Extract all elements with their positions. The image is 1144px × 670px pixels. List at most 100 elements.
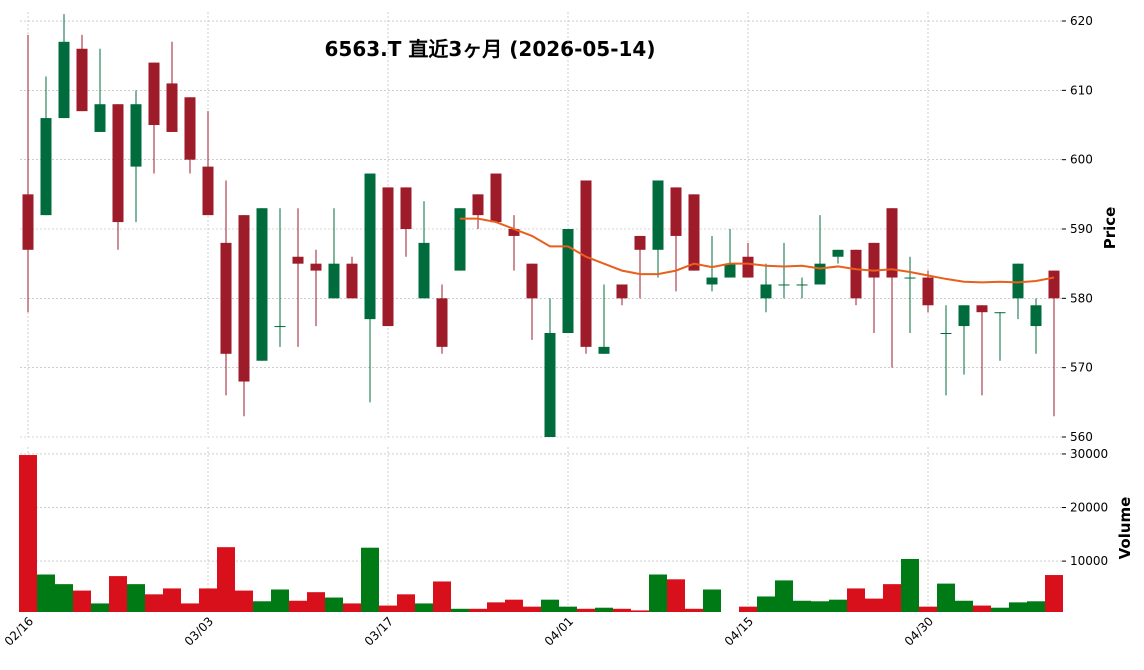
x-tick-label: 04/01: [542, 614, 576, 648]
volume-bar: [55, 584, 73, 612]
chart-title: 6563.T 直近3ヶ月 (2026-05-14): [325, 37, 656, 61]
volume-bar: [847, 588, 865, 612]
volume-bar: [901, 558, 919, 612]
volume-bar: [199, 588, 217, 612]
volume-bar: [991, 607, 1009, 612]
candle-body: [418, 242, 430, 299]
candle-body: [310, 263, 322, 271]
candle-body: [238, 215, 250, 382]
candle-body: [760, 284, 772, 299]
volume-bar: [667, 579, 685, 612]
volume-bar: [433, 581, 451, 612]
volume-bar: [127, 584, 145, 612]
x-tick-label: 04/15: [722, 614, 756, 648]
x-tick-label: 04/30: [902, 614, 936, 648]
candle-body: [922, 277, 934, 306]
volume-bar: [757, 596, 775, 612]
volume-bar: [973, 605, 991, 612]
candle-body: [328, 263, 340, 299]
candle-body: [850, 249, 862, 299]
candle-body: [166, 83, 178, 132]
volume-bar: [19, 455, 37, 612]
candle-body: [436, 298, 448, 347]
y-tick-label: 610: [1070, 83, 1093, 97]
volume-bar: [1045, 575, 1063, 612]
x-tick-label: 03/17: [362, 614, 396, 648]
candle-body: [346, 263, 358, 299]
volume-bar: [865, 598, 883, 612]
volume-bar: [883, 584, 901, 612]
volume-bar: [109, 576, 127, 612]
volume-bar: [1009, 602, 1027, 612]
x-tick-label: 02/16: [2, 614, 36, 648]
moving-average-line: [460, 217, 1055, 284]
volume-bar: [559, 606, 577, 612]
volume-bar: [415, 603, 433, 612]
candle-body: [1048, 270, 1060, 299]
volume-bar: [829, 599, 847, 612]
candle-body: [382, 187, 394, 327]
volume-bar: [235, 590, 253, 612]
candle-body: [976, 305, 988, 313]
candle-body: [886, 208, 898, 278]
volume-bar: [217, 547, 235, 612]
candle-body: [544, 333, 556, 437]
volume-bar: [523, 606, 541, 612]
volume-bar: [289, 600, 307, 612]
candle-body: [706, 277, 718, 285]
candle-body: [58, 41, 70, 119]
volume-bar: [775, 580, 793, 612]
candle-body: [994, 312, 1006, 314]
y-tick-label: 600: [1070, 153, 1093, 167]
volume-bar: [487, 602, 505, 612]
candle-body: [688, 194, 700, 271]
y-tick-label: 30000: [1070, 447, 1108, 461]
x-tick-label: 03/03: [182, 614, 216, 648]
y-tick-label: 570: [1070, 361, 1093, 375]
candle-body: [220, 242, 232, 354]
candle-body: [454, 208, 466, 271]
volume-bar: [163, 588, 181, 612]
candle-body: [202, 166, 214, 216]
candle-body: [868, 242, 880, 278]
candle-body: [490, 173, 502, 223]
candle-body: [148, 62, 160, 126]
volume-bar: [451, 608, 469, 612]
candle-body: [796, 284, 808, 286]
candle-body: [508, 229, 520, 236]
candle-body: [598, 346, 610, 354]
candle-body: [958, 305, 970, 327]
candle-body: [580, 180, 592, 347]
volume-bar: [703, 589, 721, 612]
y-tick-label: 590: [1070, 222, 1093, 236]
candle-body: [274, 326, 286, 328]
candle-body: [742, 256, 754, 278]
volume-bar: [595, 607, 613, 612]
volume-bar: [955, 600, 973, 612]
volume-bar: [397, 594, 415, 612]
volume-bar: [181, 603, 199, 612]
candle-body: [814, 263, 826, 285]
volume-bar: [307, 592, 325, 612]
volume-bar: [505, 599, 523, 612]
candle-body: [832, 249, 844, 257]
volume-bar: [91, 603, 109, 612]
volume-bar: [739, 606, 757, 612]
candle-body: [1012, 263, 1024, 299]
volume-bar: [361, 547, 379, 612]
volume-bar: [577, 608, 595, 612]
volume-bar: [541, 599, 559, 612]
volume-bar: [343, 603, 361, 612]
candle-body: [40, 118, 52, 216]
candle-body: [670, 187, 682, 236]
candle-body: [400, 187, 412, 230]
volume-bar: [613, 608, 631, 612]
candle-body: [292, 256, 304, 264]
volume-bar: [325, 597, 343, 612]
candle-body: [256, 208, 268, 361]
candle-body: [130, 104, 142, 167]
y-tick-label: 580: [1070, 291, 1093, 305]
volume-bar: [919, 606, 937, 612]
candle-body: [94, 104, 106, 132]
